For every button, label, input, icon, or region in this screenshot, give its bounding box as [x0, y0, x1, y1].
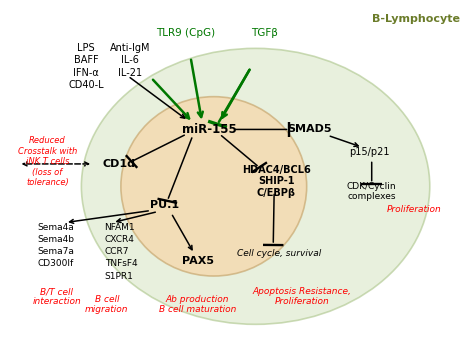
Text: TLR9 (CpG): TLR9 (CpG): [156, 28, 216, 38]
Text: CDK/Cyclin
complexes: CDK/Cyclin complexes: [347, 182, 397, 201]
Text: miR-155: miR-155: [182, 123, 237, 136]
Text: S1PR1: S1PR1: [105, 271, 134, 281]
Text: CXCR4: CXCR4: [105, 235, 135, 244]
Text: Anti-IgM: Anti-IgM: [110, 43, 150, 54]
Text: Sema7a: Sema7a: [37, 247, 74, 256]
Text: LPS: LPS: [77, 43, 95, 54]
Text: IL-6: IL-6: [121, 55, 139, 65]
Text: CD300lf: CD300lf: [37, 259, 73, 269]
Text: PU.1: PU.1: [150, 200, 180, 210]
Text: SMAD5: SMAD5: [287, 124, 331, 134]
Ellipse shape: [82, 48, 430, 324]
Text: CD40-L: CD40-L: [68, 80, 104, 90]
Text: Ab production
B cell maturation: Ab production B cell maturation: [159, 295, 236, 314]
Text: B/T cell
interaction: B/T cell interaction: [33, 287, 82, 307]
Text: CCR7: CCR7: [105, 247, 129, 256]
Text: HDAC4/BCL6
SHIP-1
C/EBPβ: HDAC4/BCL6 SHIP-1 C/EBPβ: [242, 165, 311, 198]
Text: Sema4b: Sema4b: [37, 235, 74, 244]
Text: PAX5: PAX5: [182, 256, 213, 265]
Text: p15/p21: p15/p21: [349, 147, 390, 157]
Text: TGFβ: TGFβ: [251, 28, 278, 38]
Text: B cell
migration: B cell migration: [85, 295, 128, 314]
Text: IFN-α: IFN-α: [73, 68, 99, 77]
Text: B-Lymphocyte: B-Lymphocyte: [372, 14, 460, 24]
Text: TNFsF4: TNFsF4: [105, 259, 137, 269]
Text: Cell cycle, survival: Cell cycle, survival: [237, 249, 321, 258]
Text: CD1d: CD1d: [102, 159, 135, 169]
Text: Proliferation: Proliferation: [387, 205, 441, 214]
Text: IL-21: IL-21: [118, 68, 142, 77]
Ellipse shape: [121, 97, 307, 276]
Text: Apoptosis Resistance,
Proliferation: Apoptosis Resistance, Proliferation: [253, 287, 351, 307]
Text: Sema4a: Sema4a: [37, 223, 74, 232]
Text: NFAM1: NFAM1: [105, 223, 135, 232]
Text: Reduced
Crosstalk with
iNK T cells
(loss of
tolerance): Reduced Crosstalk with iNK T cells (loss…: [18, 136, 77, 187]
Text: BAFF: BAFF: [74, 55, 98, 65]
